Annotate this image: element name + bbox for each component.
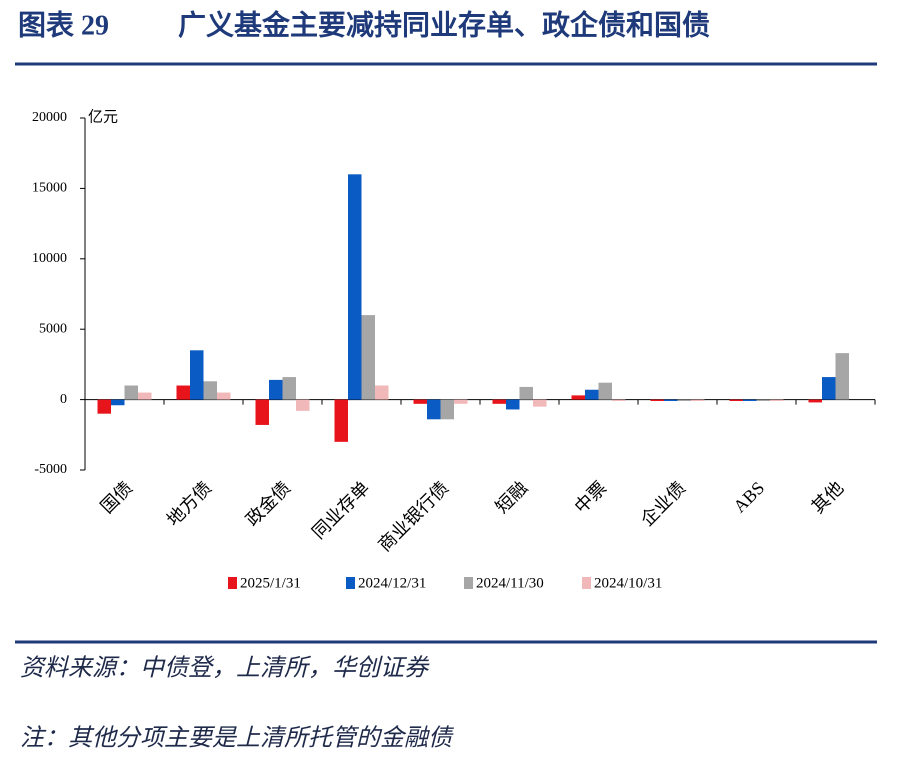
bar [255,399,269,425]
y-unit: 亿元 [88,108,118,125]
bar [650,399,664,402]
x-tick-label: 其他 [808,478,848,518]
bar [519,386,533,400]
x-tick-label: 地方债 [163,478,215,530]
y-tick-label: 5000 [39,321,67,336]
bar [111,399,125,406]
bar [375,385,389,400]
bar [585,389,599,400]
legend-swatch [228,577,237,589]
y-tick-label: -5000 [34,462,67,477]
x-tick-label: ABS [729,478,768,517]
y-tick-label: 15000 [32,181,67,196]
legend-swatch [464,577,473,589]
bar [492,399,506,404]
bar [203,381,217,400]
bar [282,377,296,400]
bar [756,399,770,402]
bar [348,174,362,400]
legend-label: 2024/10/31 [594,575,662,591]
x-tick-label: 中票 [571,478,611,518]
bar [612,399,626,402]
bar [176,385,190,400]
x-tick-label: 同业存单 [308,478,373,543]
bar [427,399,441,420]
y-tick-label: 10000 [32,251,67,266]
legend-label: 2024/11/30 [476,575,544,591]
bar [217,392,231,400]
bar [835,353,849,400]
bar [190,350,204,400]
bar [361,315,375,400]
x-tick-label: 国债 [97,478,137,518]
bar [124,385,138,400]
bar [770,399,784,402]
bar [334,399,348,442]
legend-swatch [346,577,355,589]
chart-title: 广义基金主要减持同业存单、政企债和国债 [178,8,710,41]
bar [664,399,678,402]
bar [743,399,757,402]
bar [296,399,310,411]
bar [138,392,152,400]
legend-label: 2025/1/31 [240,575,301,591]
note: 注：其他分项主要是上清所托管的金融债 [20,725,455,752]
x-tick-label: 商业银行债 [374,478,452,556]
y-tick-label: 20000 [32,110,67,125]
bar [729,399,743,402]
bar [454,399,468,404]
bar [413,399,427,404]
bar [269,379,283,400]
bar [533,399,547,407]
legend-label: 2024/12/31 [358,575,426,591]
x-tick-label: 短融 [492,478,532,518]
legend-swatch [582,577,591,589]
bar [691,399,705,402]
bar [97,399,111,414]
bar [822,377,836,400]
source: 资料来源：中债登，上清所，华创证券 [20,655,430,682]
bar [677,399,691,402]
x-tick-label: 政金债 [242,478,294,530]
y-tick-label: 0 [60,392,67,407]
bar [571,395,585,400]
bar [598,382,612,400]
x-tick-label: 企业债 [637,478,689,530]
bar [506,399,520,410]
bar [808,399,822,403]
bar [440,399,454,420]
figure-label: 图表 29 [18,9,109,41]
